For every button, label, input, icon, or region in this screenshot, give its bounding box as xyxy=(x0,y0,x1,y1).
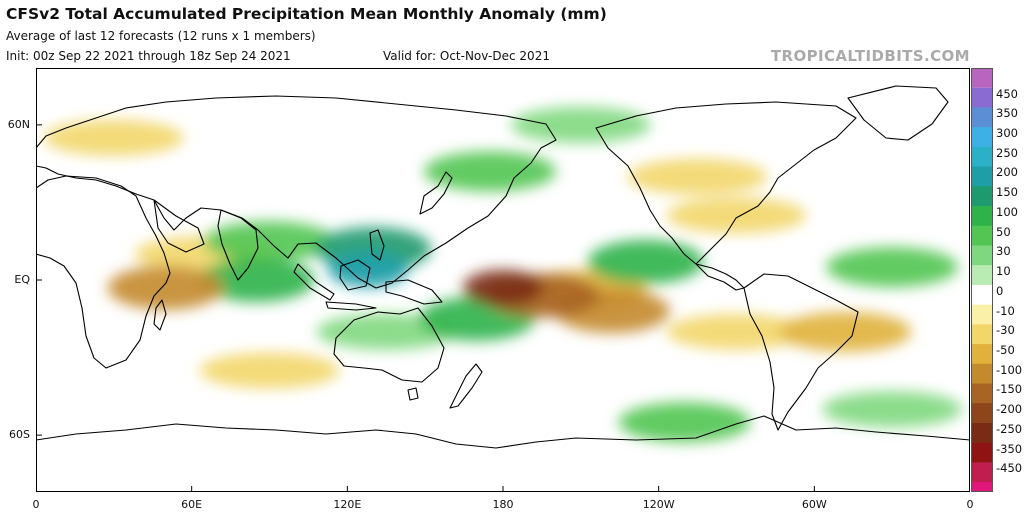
anomaly-itcz-wet xyxy=(587,239,704,284)
arabia-coast xyxy=(153,199,205,253)
australia-coast xyxy=(333,307,445,383)
colorbar-segment-16 xyxy=(971,403,993,424)
anomaly-europe-dry xyxy=(43,119,184,156)
colorbar-label-8: 30 xyxy=(996,244,1011,259)
lat-label-0: 60N xyxy=(7,117,30,131)
colorbar-segment-top xyxy=(971,68,993,88)
anomaly-maritime-continent-wet xyxy=(328,251,409,288)
y-tick-marks xyxy=(36,124,42,436)
colorbar-label-7: 50 xyxy=(996,224,1011,239)
north-america-coast xyxy=(595,101,857,265)
india-coast xyxy=(217,209,259,281)
lon-label-2: 120E xyxy=(333,498,362,511)
anomaly-south-indian-dry xyxy=(199,352,340,389)
colorbar-label-13: -50 xyxy=(996,342,1015,357)
antarctica-coast xyxy=(36,415,970,449)
anomaly-east-africa-dry xyxy=(107,265,224,310)
colorbar-label-0: 450 xyxy=(996,86,1018,101)
sumatra-coast xyxy=(293,263,335,301)
colorbar-segment-17 xyxy=(971,422,993,444)
valid-period: Valid for: Oct-Nov-Dec 2021 xyxy=(383,49,550,63)
colorbar-label-10: 0 xyxy=(996,283,1004,298)
colorbar-label-5: 150 xyxy=(996,185,1018,200)
colorbar-segment-7 xyxy=(971,225,993,246)
colorbar-label-4: 200 xyxy=(996,165,1018,180)
colorbar-segment-6 xyxy=(971,206,993,227)
anomaly-north-pacific-wet xyxy=(424,151,557,192)
colorbar-segment-2 xyxy=(971,127,993,148)
anomaly-gulf-of-mexico-dry xyxy=(666,197,807,234)
anomaly-alaska-wet xyxy=(510,106,651,143)
colorbar-label-19: -450 xyxy=(996,461,1023,476)
japan-coast xyxy=(419,171,453,215)
lat-label-2: 60S xyxy=(9,428,30,442)
eurasia-coast xyxy=(36,95,557,289)
lat-label-1: EQ xyxy=(14,273,30,286)
colorbar-label-1: 350 xyxy=(996,106,1018,121)
anomaly-field xyxy=(43,106,963,443)
java-coast xyxy=(325,301,377,311)
colorbar-segment-12 xyxy=(971,324,993,345)
colorbar-label-15: -150 xyxy=(996,382,1023,397)
anomaly-atlantic-itcz-wet xyxy=(826,247,959,288)
lon-label-4: 120W xyxy=(642,498,675,511)
colorbar-segment-9 xyxy=(971,265,993,286)
colorbar-segment-bottom xyxy=(971,482,993,492)
colorbar-label-14: -100 xyxy=(996,362,1023,377)
colorbar-segment-1 xyxy=(971,107,993,128)
colorbar-segment-3 xyxy=(971,146,993,168)
lon-label-3: 180 xyxy=(492,498,514,511)
anomaly-south-atlantic-wet xyxy=(822,391,963,428)
anomaly-north-america-dry xyxy=(627,158,768,195)
lon-label-1: 60E xyxy=(181,498,203,511)
colorbar-segment-19 xyxy=(971,462,993,483)
anomaly-brazil-dry xyxy=(779,311,912,352)
colorbar-segment-4 xyxy=(971,166,993,187)
colorbar-label-2: 300 xyxy=(996,126,1018,141)
south-america-coast xyxy=(743,273,859,431)
new-guinea-coast xyxy=(385,279,443,305)
init-time: Init: 00z Sep 22 2021 through 18z Sep 24… xyxy=(6,49,291,63)
anomaly-indian-ocean-wet xyxy=(198,258,315,302)
anomaly-southeast-pacific-dry xyxy=(666,313,807,350)
chart-title: CFSv2 Total Accumulated Precipitation Me… xyxy=(6,5,607,23)
lon-label-6: 0 xyxy=(966,498,974,511)
colorbar-segment-18 xyxy=(971,442,993,463)
new-zealand-coast xyxy=(449,363,483,409)
precipitation-anomaly-map xyxy=(36,68,970,492)
colorbar-label-12: -30 xyxy=(996,323,1015,338)
brand-watermark: TROPICALTIDBITS.COM xyxy=(770,47,970,65)
colorbar-frame xyxy=(971,68,993,492)
colorbar-segment-11 xyxy=(971,304,993,325)
madagascar-coast xyxy=(153,299,167,331)
colorbar-segment-5 xyxy=(971,186,993,207)
colorbar-segment-8 xyxy=(971,245,993,266)
anomaly-southern-ocean-wet xyxy=(618,402,751,443)
africa-coast xyxy=(36,175,171,369)
colorbar-segment-14 xyxy=(971,363,993,385)
lon-label-0: 0 xyxy=(32,498,40,511)
colorbar-label-6: 100 xyxy=(996,204,1018,219)
x-tick-marks xyxy=(36,486,970,492)
chart-subtitle: Average of last 12 forecasts (12 runs x … xyxy=(6,29,316,43)
tasmania-coast xyxy=(407,387,419,401)
colorbar-segment-10 xyxy=(971,284,993,306)
colorbar-label-16: -200 xyxy=(996,402,1023,417)
colorbar-label-9: 10 xyxy=(996,264,1011,279)
greenland-coast xyxy=(847,85,949,141)
colorbar xyxy=(971,68,993,492)
colorbar-segment-13 xyxy=(971,344,993,365)
colorbar-label-18: -350 xyxy=(996,441,1023,456)
colorbar-segment-0 xyxy=(971,87,993,108)
coastlines xyxy=(36,85,970,449)
borneo-coast xyxy=(339,259,371,291)
philippines-coast xyxy=(369,229,385,261)
colorbar-label-17: -250 xyxy=(996,421,1023,436)
anomaly-central-pacific-dry-core xyxy=(463,269,543,306)
lon-label-5: 60W xyxy=(801,498,827,511)
colorbar-segment-15 xyxy=(971,383,993,404)
colorbar-label-3: 250 xyxy=(996,145,1018,160)
colorbar-label-11: -10 xyxy=(996,303,1015,318)
